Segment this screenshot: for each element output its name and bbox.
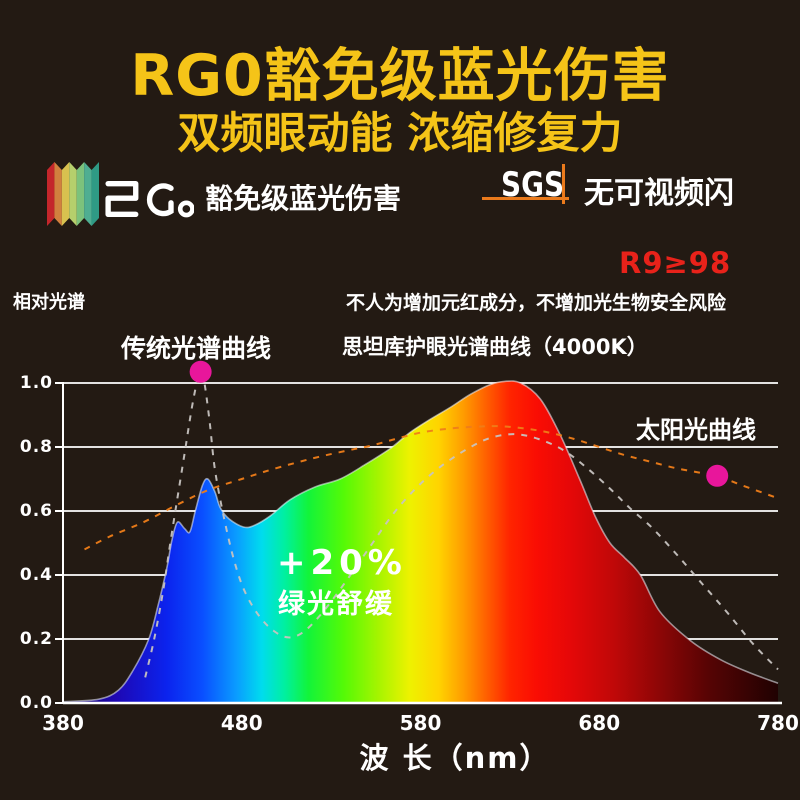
x-axis-title: 波 长（nm）	[359, 741, 551, 775]
rgo-stripe	[91, 162, 99, 226]
x-tick-label: 580	[399, 711, 442, 735]
x-tick-label: 480	[220, 711, 263, 735]
safety-note: 不人为增加元红成分，不增加光生物安全风险	[346, 292, 727, 314]
eyecare-curve-label: 思坦库护眼光谱曲线（4000K）	[342, 335, 648, 359]
x-tick-label: 680	[578, 711, 621, 735]
curve-marker-dot	[189, 360, 212, 383]
green-boost-percent: +20%	[277, 543, 407, 583]
spectrum-edge	[62, 380, 779, 703]
rgo-stripe	[54, 162, 62, 226]
rgo-stripe	[47, 162, 55, 226]
rgo-wordmark-icon	[105, 180, 194, 218]
traditional-curve-label: 传统光谱曲线	[121, 334, 272, 363]
spectrum-area	[63, 380, 778, 703]
y-tick-label: 0.4	[19, 565, 53, 585]
page-subtitle: 双频眼动能 浓缩修复力	[177, 109, 623, 159]
y-tick-label: 1.0	[19, 373, 53, 393]
sunlight-curve	[84, 425, 779, 551]
y-tick-label: 0.8	[19, 437, 53, 457]
page-title: RG0豁免级蓝光伤害	[130, 43, 670, 109]
x-tick-label: 380	[42, 711, 84, 735]
x-tick-label: 780	[757, 711, 799, 735]
y-tick-label: 0.2	[19, 629, 53, 649]
curve-marker-dot	[706, 464, 729, 487]
sgs-caption: 无可视频闪	[584, 176, 734, 211]
green-boost-text: 绿光舒缓	[278, 589, 394, 620]
rgo-stripe	[61, 162, 70, 226]
y-axis-title: 相对光谱	[13, 292, 85, 313]
rgo-caption: 豁免级蓝光伤害	[205, 182, 402, 215]
y-tick-label: 0.0	[19, 693, 53, 713]
sunlight-curve-label: 太阳光曲线	[636, 416, 756, 444]
r9-badge: R9≥98	[619, 246, 732, 280]
rgo-stripes-logo-icon	[47, 162, 99, 226]
sgs-horizontal-mark	[482, 197, 569, 200]
sgs-vertical-mark	[562, 164, 565, 204]
rgo-stripe	[84, 162, 92, 226]
y-tick-label: 0.6	[19, 501, 53, 521]
traditional-curve	[144, 370, 779, 678]
rgo-stripe	[69, 162, 77, 226]
rgo-stripe	[76, 162, 85, 226]
